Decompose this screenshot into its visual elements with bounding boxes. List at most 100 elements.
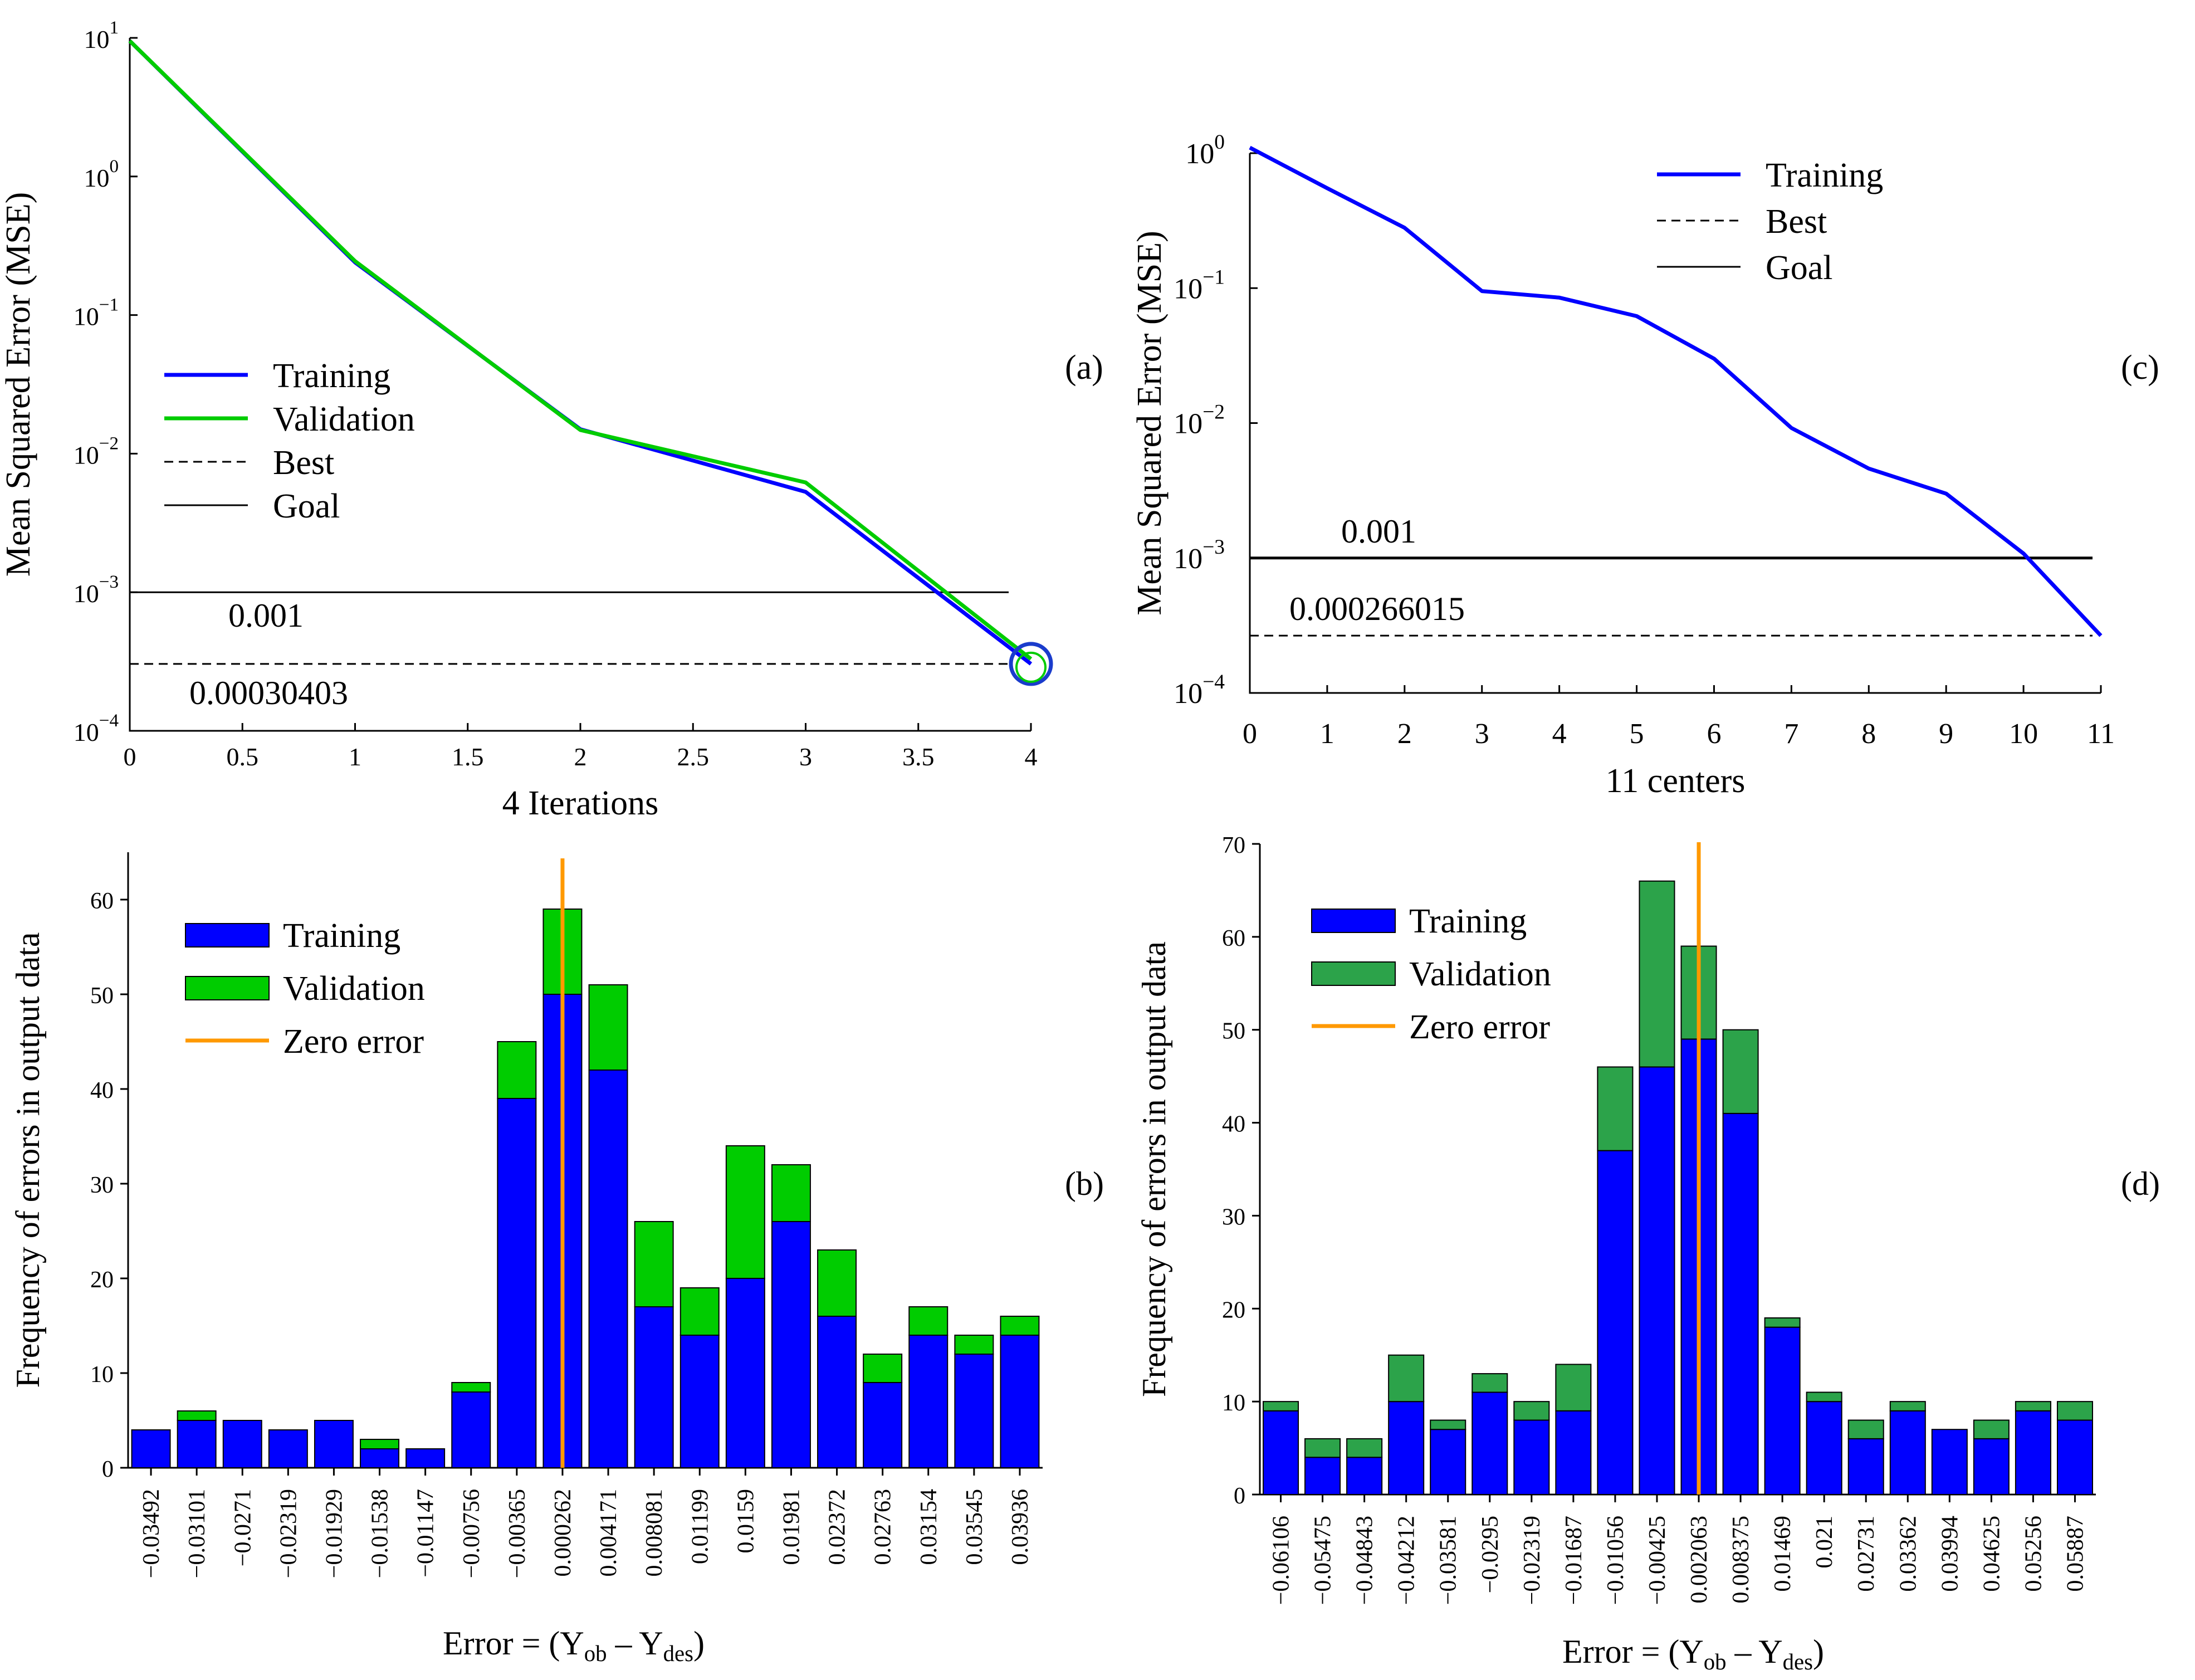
best-point-validation-circle xyxy=(1015,651,1047,683)
panel-label: (c) xyxy=(2121,349,2159,387)
y-axis-label: Mean Squared Error (MSE) xyxy=(0,192,37,577)
training-bar xyxy=(1513,1419,1550,1496)
training-bar xyxy=(679,1335,720,1468)
x-tick-label: 0.02763 xyxy=(871,1489,896,1565)
training-bar xyxy=(908,1335,949,1468)
x-tick-label: −0.02319 xyxy=(276,1489,301,1578)
y-tick-label: 70 xyxy=(1222,833,1245,858)
x-tick-label: −0.02319 xyxy=(1519,1516,1545,1605)
training-bar xyxy=(1304,1457,1341,1495)
training-bar xyxy=(1847,1438,1884,1496)
training-bar xyxy=(1722,1112,1759,1495)
validation-bar xyxy=(1430,1419,1466,1430)
x-tick-label: 11 xyxy=(2087,718,2115,750)
y-tick-exponent: −2 xyxy=(1202,401,1225,424)
training-bar xyxy=(1263,1410,1299,1496)
validation-bar xyxy=(1597,1066,1634,1151)
x-tick-label: 0.04625 xyxy=(1979,1516,2005,1592)
y-axis-label: Mean Squared Error (MSE) xyxy=(1131,231,1169,615)
x-tick-label: −0.06106 xyxy=(1269,1516,1294,1605)
validation-bar xyxy=(2056,1401,2093,1421)
training-bar xyxy=(131,1429,171,1468)
training-bar xyxy=(634,1306,674,1468)
validation-bar xyxy=(1555,1364,1592,1412)
y-tick-label: 10 xyxy=(90,1362,114,1388)
validation-bar xyxy=(451,1382,491,1393)
x-tick-label: −0.03581 xyxy=(1436,1516,1461,1605)
panel-label: (b) xyxy=(1065,1165,1104,1202)
validation-bar xyxy=(1000,1316,1040,1336)
x-tick-label: 3.5 xyxy=(902,743,935,771)
y-tick-label: 0 xyxy=(102,1457,114,1482)
y-tick-exponent: −1 xyxy=(1202,266,1225,289)
x-tick-label: 0.002063 xyxy=(1686,1516,1712,1604)
training-bar xyxy=(1472,1391,1508,1495)
training-series-line xyxy=(128,40,1033,666)
training-bar xyxy=(451,1391,491,1468)
training-bar xyxy=(177,1420,217,1468)
legend-label-validation: Validation xyxy=(283,970,425,1008)
x-axis-label-prefix: Error xyxy=(1562,1633,1641,1670)
training-bar xyxy=(405,1448,446,1468)
training-bar xyxy=(771,1221,811,1468)
validation-bar xyxy=(771,1164,811,1222)
x-tick-label: −0.01147 xyxy=(413,1489,439,1578)
x-axis-label-end: ) xyxy=(693,1625,705,1662)
x-tick-label: 4 xyxy=(1552,718,1567,750)
x-tick-label: −0.01056 xyxy=(1603,1516,1629,1605)
validation-bar xyxy=(1513,1401,1550,1421)
y-tick-label: 10−4 xyxy=(1174,671,1225,710)
legend-swatch-validation xyxy=(185,976,270,1000)
x-tick-label: −0.04212 xyxy=(1394,1516,1420,1605)
training-bar xyxy=(1430,1429,1466,1495)
y-tick-exponent: −1 xyxy=(99,295,119,315)
x-tick-label: 0.05256 xyxy=(2021,1516,2046,1592)
training-bar xyxy=(1931,1429,1968,1495)
axis-frame xyxy=(1259,844,2096,1496)
x-axis-label-prefix: Error xyxy=(443,1625,522,1662)
x-tick-label: −0.01687 xyxy=(1561,1516,1587,1605)
y-tick-label: 50 xyxy=(90,983,114,1009)
x-tick-label: 10 xyxy=(2009,718,2038,750)
x-tick-label: 0.03994 xyxy=(1937,1516,1963,1592)
validation-bar xyxy=(360,1439,400,1449)
y-tick-base: 10 xyxy=(84,164,109,192)
training-bar xyxy=(2056,1419,2093,1496)
y-tick-label: 10 xyxy=(1222,1390,1245,1416)
training-bar xyxy=(1889,1410,1926,1496)
validation-bar xyxy=(1764,1317,1801,1328)
x-axis-label-eq: = (Y xyxy=(1641,1633,1704,1670)
y-axis-label: Frequency of errors in output data xyxy=(9,932,46,1388)
validation-bar xyxy=(1806,1391,1842,1403)
x-tick-label: 0.02372 xyxy=(825,1489,850,1565)
validation-bar xyxy=(679,1287,720,1336)
y-tick-label: 10−3 xyxy=(1174,536,1225,575)
training-bar xyxy=(268,1429,308,1468)
legend-label-best: Best xyxy=(1766,203,1827,241)
x-axis-label-sub-ob: ob xyxy=(1704,1649,1727,1674)
training-series-line xyxy=(1249,145,2103,637)
training-bar xyxy=(725,1278,765,1468)
y-tick-label: 100 xyxy=(84,156,119,192)
validation-series-line xyxy=(128,39,1033,661)
chart-b-error-histogram: 0 10 20 30 40 50 60 −0.03492 −0.03101 −0.0271 −0.0… xyxy=(9,852,1104,1666)
goal-value-label: 0.001 xyxy=(228,597,304,634)
x-tick-label: 0.02731 xyxy=(1854,1516,1879,1592)
x-tick-label: −0.00425 xyxy=(1645,1516,1670,1605)
validation-bar xyxy=(177,1410,217,1421)
x-tick-label: 6 xyxy=(1707,718,1721,750)
goal-value-label: 0.001 xyxy=(1341,513,1416,550)
training-bar xyxy=(1973,1438,2010,1496)
x-tick-label: 0 xyxy=(124,743,136,771)
x-tick-label: 0.008375 xyxy=(1728,1516,1754,1604)
legend-swatch-training xyxy=(185,923,270,948)
y-tick-exponent: 0 xyxy=(109,156,119,177)
best-point-circle xyxy=(1009,642,1053,686)
best-value-label: 0.00030403 xyxy=(189,675,348,711)
y-tick-base: 10 xyxy=(1174,543,1202,575)
validation-bar xyxy=(634,1221,674,1307)
validation-bar xyxy=(863,1354,903,1383)
validation-bar xyxy=(1722,1029,1759,1114)
